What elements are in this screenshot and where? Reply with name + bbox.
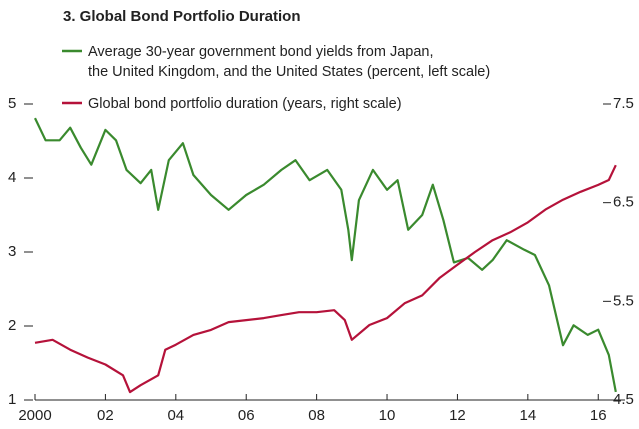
y-tick-label: 3 [8,243,16,260]
x-tick-label: 10 [379,407,396,424]
series-line [34,164,617,394]
y2-tick-label: 5.5 [613,292,634,309]
x-tick-label: 16 [590,407,607,424]
chart-title: 3. Global Bond Portfolio Duration [63,8,301,25]
x-tick-label: 02 [97,407,114,424]
x-tick-label: 12 [449,407,466,424]
y2-tick-label: 6.5 [613,194,634,211]
x-tick-label: 04 [167,407,184,424]
y2-tick-label: 7.5 [613,95,634,112]
y2-tick-label: 4.5 [613,391,634,408]
x-tick-label: 06 [238,407,255,424]
x-tick-label: 14 [519,407,536,424]
series-line [34,117,617,393]
legend-label: Global bond portfolio duration (years, r… [88,96,402,112]
x-tick-label: 08 [308,407,325,424]
x-tick-label: 2000 [18,407,51,424]
y-tick-label: 1 [8,391,16,408]
y-tick-label: 2 [8,317,16,334]
y-tick-label: 5 [8,95,16,112]
legend-label: Average 30-year government bond yields f… [88,44,491,80]
y-tick-label: 4 [8,169,16,186]
